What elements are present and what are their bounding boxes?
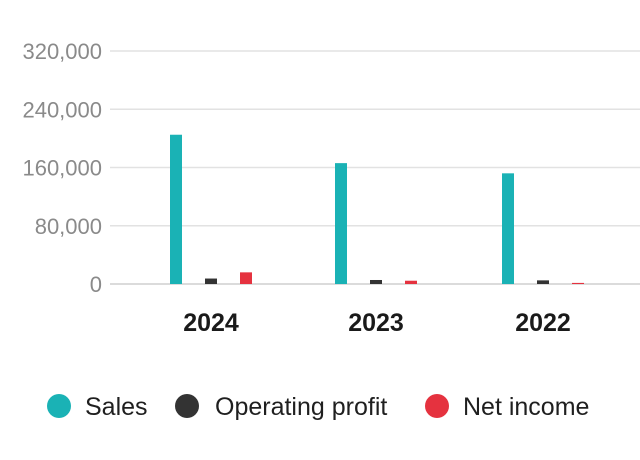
x-tick-label: 2024 [183, 309, 239, 337]
y-tick-label: 80,000 [35, 214, 102, 239]
bar-sales-2022 [502, 173, 514, 284]
y-tick-label: 240,000 [22, 97, 102, 122]
legend-item-operating-profit: Operating profit [175, 393, 387, 421]
legend-item-net-income: Net income [425, 393, 589, 421]
bar-net-income-2024 [240, 272, 252, 284]
y-tick-label: 320,000 [22, 39, 102, 64]
y-axis-tick-labels: 0 80,000 160,000 240,000 320,000 [22, 39, 102, 297]
legend-label: Operating profit [215, 393, 387, 421]
bars [170, 134, 584, 284]
legend-item-sales: Sales [47, 393, 148, 421]
legend-swatch [425, 394, 449, 418]
y-tick-label: 160,000 [22, 156, 102, 181]
x-tick-label: 2023 [348, 309, 404, 337]
legend-swatch [175, 394, 199, 418]
bar-operating-profit-2022 [537, 280, 549, 284]
x-tick-label: 2022 [515, 309, 571, 337]
legend-label: Sales [85, 393, 148, 421]
bar-net-income-2022 [572, 282, 584, 284]
legend-label: Net income [463, 393, 589, 421]
bar-sales-2024 [170, 134, 182, 284]
bar-operating-profit-2023 [370, 279, 382, 284]
gridlines [110, 50, 640, 285]
x-axis-tick-labels: 2024 2023 2022 [183, 309, 571, 337]
bar-operating-profit-2024 [205, 278, 217, 284]
legend: Sales Operating profit Net income [47, 393, 589, 421]
legend-swatch [47, 394, 71, 418]
bar-sales-2023 [335, 163, 347, 284]
bar-net-income-2023 [405, 280, 417, 284]
y-tick-label: 0 [90, 272, 102, 297]
